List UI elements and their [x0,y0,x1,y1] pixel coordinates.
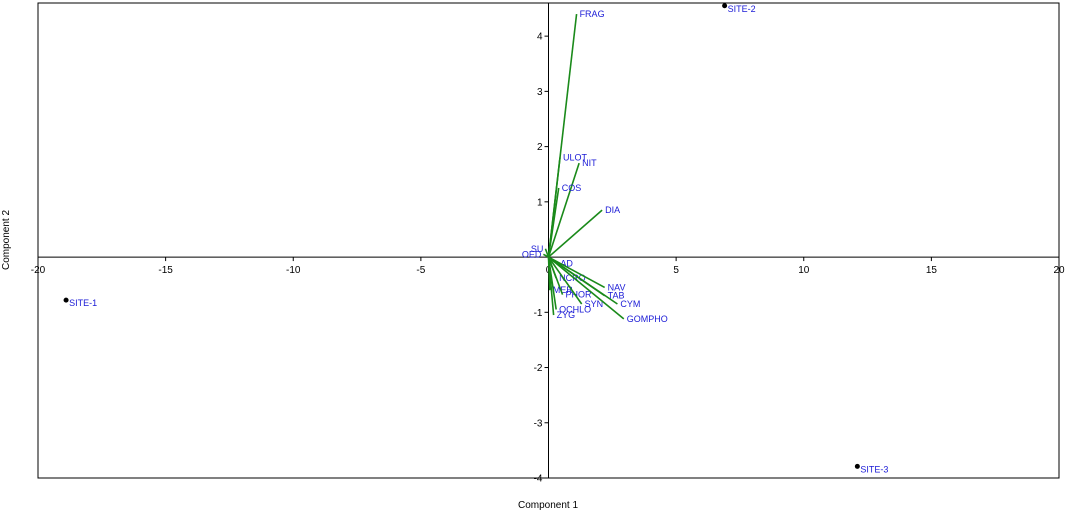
vector-label: OCHLO [559,305,591,315]
vector-label: ULOT [563,153,588,163]
site-point [854,463,860,469]
y-tick-label: -3 [534,418,543,429]
site-label: SITE-3 [860,464,888,474]
loading-vector [547,209,603,258]
y-tick-label: -4 [534,474,543,485]
vector-label: DIA [605,205,620,215]
loading-vector [547,256,564,295]
loading-vector [548,256,606,289]
loading-vector [543,253,549,258]
y-axis-label: Component 2 [1,210,12,270]
x-tick-label: 10 [798,265,810,276]
y-tick-label: -2 [534,363,543,374]
x-tick-label: -10 [286,265,301,276]
site-point [722,3,728,9]
points-layer: SITE-1 SITE-2 SITE-3 [63,3,888,474]
loading-vector [547,187,560,258]
vector-label: OED [522,249,542,259]
vector-label: AD [560,259,573,269]
site-label: SITE-2 [728,4,756,14]
loading-vector [547,256,583,305]
y-tick-label: 1 [537,197,543,208]
vector-label: SYN [585,299,604,309]
loading-vector [547,162,580,258]
vector-label: COS [562,183,582,193]
vector-label: GOMPHO [627,314,668,324]
loading-vector [544,248,550,258]
x-axis-label: Component 1 [518,500,578,511]
y-tick-label: 2 [537,142,543,153]
x-tick-label: 20 [1053,265,1065,276]
y-tick-label: 4 [537,32,543,43]
loading-vector [547,256,555,316]
vector-label: MER [553,285,574,295]
vector-label: NAV [608,282,626,292]
vector-label: TAB [608,291,625,301]
vector-label: SU [531,244,544,254]
vector-label: FRAG [580,9,605,19]
x-tick-label: -20 [31,265,46,276]
x-tick-label: 15 [926,265,938,276]
vector-label: NCRO [559,273,586,283]
loading-vector [547,256,625,320]
y-tick-label: -1 [534,308,543,319]
site-point [63,297,69,303]
vector-label: PHOR [566,290,593,300]
vector-label: NIT [582,158,597,168]
y-tick-label: 3 [537,87,543,98]
x-tick-label: -15 [158,265,173,276]
site-label: SITE-1 [69,298,97,308]
x-tick-label: -5 [416,265,425,276]
vector-label: CYM [620,299,640,309]
vector-label: ZYG [557,310,576,320]
x-tick-label: 5 [673,265,679,276]
loading-vector [548,256,618,305]
